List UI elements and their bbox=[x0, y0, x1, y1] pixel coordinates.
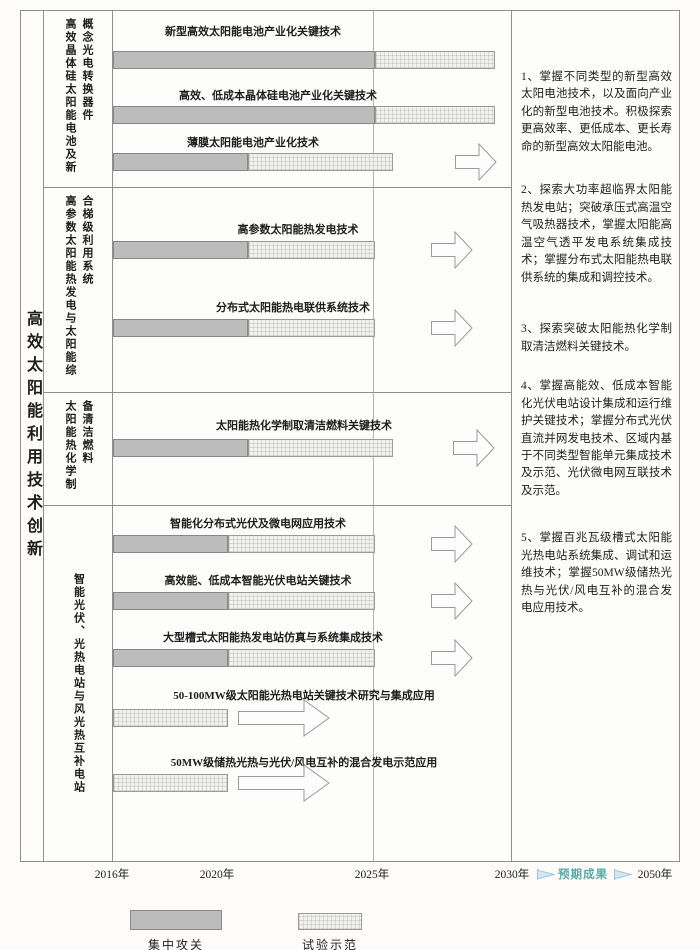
section-rows: 高参数太阳能热发电技术分布式太阳能热电联供系统技术 bbox=[112, 188, 512, 392]
axis-year-label: 2025年 bbox=[354, 869, 390, 881]
notes-panel: 1、掌握不同类型的新型高效太阳电池技术，以及面向产业化的新型电池技术。积极探索更… bbox=[511, 11, 681, 861]
bar-demo-segment bbox=[375, 106, 495, 124]
legend-label: 试验示范 bbox=[301, 938, 358, 950]
expected-result-label: 预期成果 bbox=[558, 869, 608, 881]
main-title-column: 高效太阳能利用技术创新 bbox=[21, 11, 43, 861]
category-label: 高效晶体硅太阳能电池及新概念光电转换器件 bbox=[64, 17, 93, 174]
row-label: 50-100MW级太阳能光热电站关键技术研究与集成应用 bbox=[173, 690, 435, 702]
section-rows: 新型高效太阳能电池产业化关键技术高效、低成本晶体硅电池产业化关键技术薄膜太阳能电… bbox=[112, 11, 512, 187]
row-label: 高参数太阳能热发电技术 bbox=[237, 224, 359, 236]
row-label: 分布式太阳能热电联供系统技术 bbox=[216, 302, 370, 314]
bar-demo-segment bbox=[228, 535, 375, 553]
roadmap-chart-box: 高效太阳能利用技术创新 高效晶体硅太阳能电池及新概念光电转换器件 新型高效太阳能电… bbox=[20, 10, 680, 862]
category-cell: 太阳能热化学制备清洁燃料 bbox=[44, 393, 112, 505]
bar-demo-segment bbox=[248, 319, 375, 337]
row-label: 新型高效太阳能电池产业化关键技术 bbox=[165, 26, 341, 38]
bar-demo-segment bbox=[228, 649, 375, 667]
expected-outcome-arrow-icon bbox=[455, 143, 497, 181]
note-text: 3、探索突破太阳能热化学制取清洁燃料关键技术。 bbox=[521, 323, 672, 353]
bar-research-segment bbox=[113, 153, 248, 171]
row-label: 大型槽式太阳能热发电站仿真与系统集成技术 bbox=[163, 632, 383, 644]
bar-demo-segment bbox=[113, 774, 228, 792]
expected-outcome-arrow-icon bbox=[431, 231, 473, 269]
expected-outcome-arrow-icon bbox=[238, 764, 330, 802]
sections-container: 高效晶体硅太阳能电池及新概念光电转换器件 新型高效太阳能电池产业化关键技术 高效、低… bbox=[43, 11, 511, 861]
bar-demo-segment bbox=[113, 709, 228, 727]
expected-outcome-arrow-icon bbox=[453, 429, 495, 467]
section-rows: 太阳能热化学制取清洁燃料关键技术 bbox=[112, 393, 512, 505]
bar-demo-segment bbox=[248, 439, 393, 457]
row-label: 高效、低成本晶体硅电池产业化关键技术 bbox=[179, 90, 377, 102]
bar-research-segment bbox=[113, 241, 248, 259]
row-label: 太阳能热化学制取清洁燃料关键技术 bbox=[216, 420, 392, 432]
expected-outcome-arrow-icon bbox=[431, 639, 473, 677]
bar-demo-segment bbox=[248, 153, 393, 171]
roadmap-section: 太阳能热化学制备清洁燃料 太阳能热化学制取清洁燃料关键技术 bbox=[43, 393, 511, 506]
roadmap-section: 智能光伏、光热电站与风光热互补电站 智能化分布式光伏及微电网应用技术 高效能、低成本… bbox=[43, 506, 511, 861]
category-cell: 智能光伏、光热电站与风光热互补电站 bbox=[44, 506, 112, 861]
category-cell: 高参数太阳能热发电与太阳能综合梯级利用系统 bbox=[44, 188, 112, 392]
expected-outcome-arrow-icon bbox=[431, 309, 473, 347]
bar-research-segment bbox=[113, 592, 228, 610]
row-label: 高效能、低成本智能光伏电站关键技术 bbox=[164, 575, 352, 587]
expected-arrow-small-icon bbox=[537, 869, 555, 880]
axis-year-label: 2016年 bbox=[94, 869, 130, 881]
legend-label: 集中攻关 bbox=[147, 938, 204, 950]
bar-research-segment bbox=[113, 51, 375, 69]
row-label: 50MW级储热光热与光伏/风电互补的混合发电示范应用 bbox=[170, 757, 438, 769]
category-cell: 高效晶体硅太阳能电池及新概念光电转换器件 bbox=[44, 11, 112, 187]
bar-research-segment bbox=[113, 439, 248, 457]
roadmap-section: 高效晶体硅太阳能电池及新概念光电转换器件 新型高效太阳能电池产业化关键技术 高效、低… bbox=[43, 11, 511, 188]
expected-outcome-arrow-icon bbox=[238, 699, 330, 737]
bar-demo-segment bbox=[375, 51, 495, 69]
expected-outcome-arrow-icon bbox=[431, 525, 473, 563]
note-text: 1、掌握不同类型的新型高效太阳电池技术，以及面向产业化的新型电池技术。积极探索更… bbox=[521, 71, 672, 153]
bar-demo-segment bbox=[228, 592, 375, 610]
bar-demo-segment bbox=[248, 241, 375, 259]
category-label: 高参数太阳能热发电与太阳能综合梯级利用系统 bbox=[64, 194, 93, 377]
section-rows: 智能化分布式光伏及微电网应用技术 高效能、低成本智能光伏电站关键技术大型槽式太阳能… bbox=[112, 506, 512, 861]
note-text: 2、探索大功率超临界太阳能热发电站；突破承压式高温空气吸热器技术，掌握太阳能高温… bbox=[521, 184, 672, 284]
gridline-2025 bbox=[373, 11, 374, 861]
axis-year-label: 2030年 bbox=[494, 869, 530, 881]
row-label: 薄膜太阳能电池产业化技术 bbox=[187, 137, 319, 149]
category-label: 智能光伏、光热电站与风光热互补电站 bbox=[72, 573, 85, 794]
bar-research-segment bbox=[113, 535, 228, 553]
row-label: 智能化分布式光伏及微电网应用技术 bbox=[170, 518, 346, 530]
note-text: 4、掌握高能效、低成本智能化光伏电站设计集成和运行维护关键技术；掌握分布式光伏直… bbox=[521, 380, 672, 497]
category-label: 太阳能热化学制备清洁燃料 bbox=[64, 399, 93, 491]
expected-arrow-small-icon bbox=[614, 869, 632, 880]
roadmap-title: 高效太阳能利用技术创新 bbox=[24, 309, 41, 563]
bar-research-segment bbox=[113, 106, 375, 124]
axis-year-label: 2020年 bbox=[199, 869, 235, 881]
legend-swatch-demo bbox=[298, 913, 362, 930]
roadmap-section: 高参数太阳能热发电与太阳能综合梯级利用系统 高参数太阳能热发电技术 分布式太阳能热电… bbox=[43, 188, 511, 393]
note-text: 5、掌握百兆瓦级槽式太阳能光热电站系统集成、调试和运维技术；掌握50MW级储热光… bbox=[521, 532, 672, 615]
legend-swatch-research bbox=[130, 910, 222, 930]
axis-year-label: 2050年 bbox=[637, 869, 673, 881]
bar-research-segment bbox=[113, 649, 228, 667]
expected-outcome-arrow-icon bbox=[431, 582, 473, 620]
bar-research-segment bbox=[113, 319, 248, 337]
